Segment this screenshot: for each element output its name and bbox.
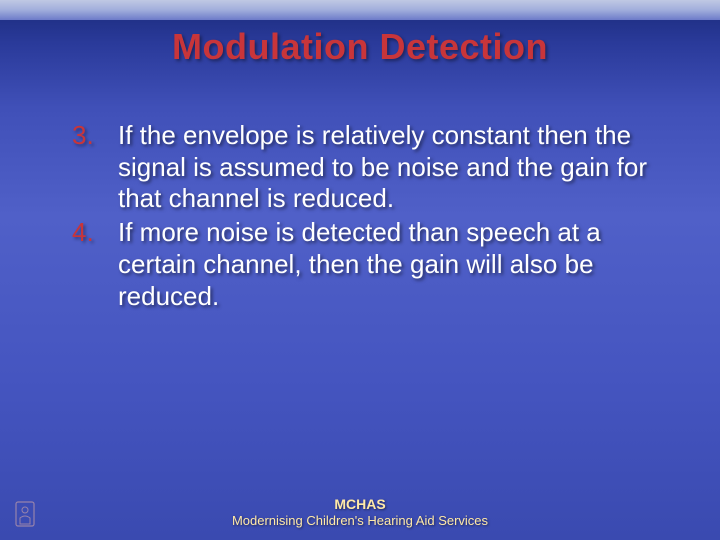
slide-title: Modulation Detection: [0, 26, 720, 68]
list-item: 4. If more noise is detected than speech…: [66, 217, 660, 312]
list-text: If more noise is detected than speech at…: [118, 217, 660, 312]
list-number: 4.: [66, 217, 118, 312]
footer-acronym: MCHAS: [0, 496, 720, 512]
slide-footer: MCHAS Modernising Children's Hearing Aid…: [0, 496, 720, 528]
list-number: 3.: [66, 120, 118, 215]
slide-body: 3. If the envelope is relatively constan…: [66, 120, 660, 314]
top-gradient-band: [0, 0, 720, 20]
footer-subtitle: Modernising Children's Hearing Aid Servi…: [0, 513, 720, 528]
list-text: If the envelope is relatively constant t…: [118, 120, 660, 215]
list-item: 3. If the envelope is relatively constan…: [66, 120, 660, 215]
